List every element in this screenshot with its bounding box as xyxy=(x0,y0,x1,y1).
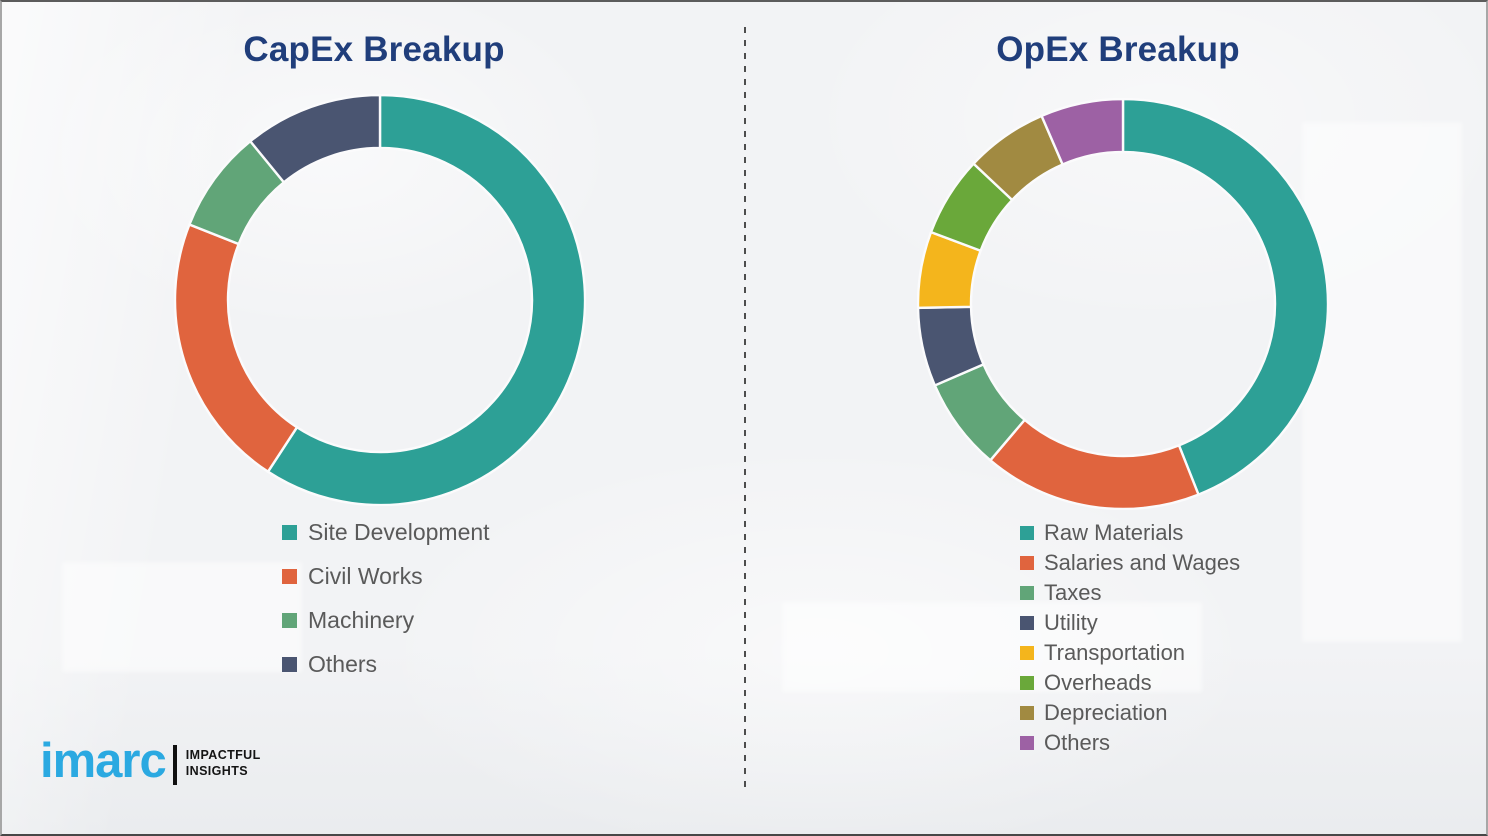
opex-legend: Raw Materials Salaries and Wages Taxes Util… xyxy=(1020,519,1240,759)
legend-swatch xyxy=(282,656,297,672)
legend-label: Others xyxy=(308,650,378,677)
legend-label: Raw Materials xyxy=(1044,520,1184,545)
legend-item: Taxes xyxy=(1020,579,1240,607)
legend-label: Taxes xyxy=(1044,580,1102,605)
capex-donut-chart xyxy=(174,94,586,506)
legend-item: Transportation xyxy=(1020,639,1240,667)
donut-segment-salaries-and-wages xyxy=(988,418,1201,510)
legend-item: Site Development xyxy=(282,514,490,550)
donut-segment-site-development xyxy=(266,94,586,506)
logo-tagline-line1: IMPACTFUL xyxy=(185,748,261,762)
donut-segment-others xyxy=(1040,98,1125,167)
legend-swatch xyxy=(282,568,297,584)
legend-label: Transportation xyxy=(1044,640,1186,665)
legend-item: Others xyxy=(282,646,490,682)
donut-segment-others xyxy=(248,94,382,184)
opex-chart-panel: OpEx Breakup Raw Materials Salaries and W… xyxy=(746,2,1486,834)
legend-label: Depreciation xyxy=(1044,700,1168,725)
legend-item: Overheads xyxy=(1020,669,1240,697)
logo-tagline: IMPACTFUL INSIGHTS xyxy=(186,748,261,779)
legend-item: Salaries and Wages xyxy=(1020,549,1240,577)
legend-label: Overheads xyxy=(1044,670,1152,695)
legend-item: Raw Materials xyxy=(1020,519,1240,547)
logo-tagline-line2: INSIGHTS xyxy=(185,763,248,778)
donut-segment-civil-works xyxy=(174,222,299,474)
capex-legend: Site Development Civil Works Machinery Othe… xyxy=(282,514,490,690)
legend-item: Machinery xyxy=(282,602,490,638)
opex-donut-chart xyxy=(917,98,1329,510)
capex-chart-title: CapEx Breakup xyxy=(243,30,505,69)
legend-swatch xyxy=(1020,646,1034,660)
legend-label: Utility xyxy=(1044,610,1098,635)
legend-swatch xyxy=(1020,706,1034,720)
logo-brand-text: imarc xyxy=(40,734,167,788)
legend-swatch xyxy=(1020,556,1034,570)
opex-chart-title: OpEx Breakup xyxy=(996,30,1240,69)
legend-swatch xyxy=(282,612,297,628)
legend-item: Others xyxy=(1020,729,1240,757)
legend-label: Machinery xyxy=(308,606,415,633)
legend-swatch xyxy=(1020,616,1034,630)
legend-label: Others xyxy=(1044,730,1111,755)
panel-divider xyxy=(744,27,746,793)
legend-swatch xyxy=(1020,586,1034,600)
legend-swatch xyxy=(1020,526,1034,540)
legend-item: Utility xyxy=(1020,609,1240,637)
legend-label: Civil Works xyxy=(308,562,423,589)
logo-divider-bar xyxy=(172,745,177,785)
legend-label: Salaries and Wages xyxy=(1044,550,1241,575)
imarc-logo: imarc IMPACTFUL INSIGHTS xyxy=(40,737,261,786)
legend-label: Site Development xyxy=(308,518,490,545)
legend-swatch xyxy=(282,524,297,540)
legend-item: Civil Works xyxy=(282,558,490,594)
legend-swatch xyxy=(1020,676,1034,690)
donut-segment-raw-materials xyxy=(1121,98,1329,497)
capex-chart-panel: CapEx Breakup Site Development Civil Work… xyxy=(2,2,746,834)
legend-item: Depreciation xyxy=(1020,699,1240,727)
legend-swatch xyxy=(1020,736,1034,750)
